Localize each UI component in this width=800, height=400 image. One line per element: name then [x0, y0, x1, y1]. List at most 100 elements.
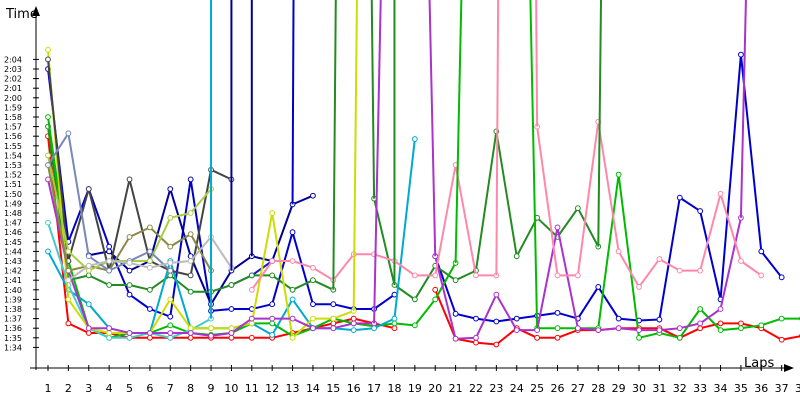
- data-point: [513, 253, 520, 260]
- series-line: [537, 173, 800, 339]
- data-point: [167, 243, 174, 250]
- x-tick-label: 3: [85, 382, 92, 395]
- data-point: [126, 330, 133, 336]
- y-tick-label: 1:41: [4, 276, 22, 285]
- data-point: [758, 322, 765, 329]
- data-point: [228, 325, 235, 332]
- data-point: [493, 341, 500, 348]
- x-axis-title: Laps: [744, 356, 774, 371]
- data-point: [187, 231, 194, 238]
- data-point: [473, 315, 479, 322]
- data-point: [187, 210, 194, 216]
- data-point: [65, 130, 72, 137]
- data-point: [187, 288, 194, 295]
- data-point: [697, 267, 704, 274]
- x-tick-label: 32: [673, 382, 687, 395]
- data-point: [534, 334, 541, 341]
- data-point: [534, 327, 541, 334]
- data-point: [147, 258, 153, 264]
- data-point: [554, 334, 561, 341]
- data-point: [391, 325, 398, 332]
- data-point: [676, 194, 683, 201]
- offscale-line: [597, 0, 603, 247]
- data-point: [167, 260, 174, 266]
- data-point: [85, 262, 92, 269]
- data-point: [248, 286, 255, 293]
- x-tick-label: 5: [126, 382, 133, 395]
- y-tick-label: 1:48: [4, 209, 22, 218]
- data-point: [554, 309, 561, 316]
- series-line: [434, 217, 742, 340]
- data-point: [615, 325, 622, 332]
- data-point: [65, 277, 72, 284]
- data-point: [269, 272, 276, 279]
- data-point: [45, 56, 51, 63]
- x-tick-label: 30: [632, 382, 646, 395]
- data-point: [269, 301, 276, 308]
- offscale-line: [739, 0, 747, 218]
- data-point: [697, 320, 704, 327]
- data-point: [65, 248, 72, 255]
- x-tick-label: 14: [306, 382, 320, 395]
- data-point: [269, 320, 276, 327]
- data-point: [411, 272, 418, 279]
- data-point: [167, 330, 174, 336]
- data-point: [615, 171, 622, 178]
- x-tick-label: 6: [146, 382, 153, 395]
- data-point: [473, 334, 479, 341]
- data-point: [126, 260, 133, 266]
- series-5: [45, 123, 602, 303]
- data-point: [554, 272, 561, 279]
- data-point: [167, 334, 174, 341]
- series-2: [45, 51, 785, 325]
- data-point: [85, 267, 92, 274]
- data-point: [167, 322, 174, 329]
- data-point: [656, 256, 663, 262]
- x-tick-label: 24: [510, 382, 524, 395]
- y-tick-label: 1:52: [4, 171, 22, 180]
- offscale-line: [428, 0, 437, 257]
- data-point: [717, 327, 724, 334]
- y-tick-label: 1:50: [4, 190, 22, 199]
- data-point: [391, 315, 398, 322]
- series-15: [45, 130, 174, 274]
- data-point: [106, 325, 113, 332]
- x-tick-label: 4: [106, 382, 113, 395]
- data-point: [228, 334, 235, 341]
- y-tick-label: 1:47: [4, 219, 22, 228]
- axes: [30, 6, 794, 372]
- data-point: [126, 176, 133, 183]
- data-point: [452, 310, 459, 317]
- data-point: [85, 325, 92, 332]
- offscale-line: [529, 0, 539, 329]
- data-point: [574, 325, 581, 332]
- x-tick-label: 13: [286, 382, 300, 395]
- data-point: [147, 330, 153, 336]
- series-line: [373, 130, 600, 301]
- data-point: [656, 316, 663, 323]
- x-tick-label: 17: [367, 382, 381, 395]
- data-point: [330, 320, 337, 327]
- data-point: [289, 334, 296, 341]
- y-tick-label: 1:35: [4, 334, 22, 343]
- data-point: [636, 327, 642, 334]
- data-point: [310, 277, 316, 284]
- data-point: [738, 258, 744, 264]
- y-tick-label: 1:37: [4, 315, 22, 324]
- data-point: [411, 296, 418, 303]
- y-tick-label: 1:34: [4, 343, 22, 352]
- data-point: [411, 136, 418, 142]
- data-point: [65, 296, 72, 303]
- data-point: [248, 272, 255, 279]
- data-point: [310, 315, 316, 322]
- y-tick-label: 1:49: [4, 199, 22, 208]
- data-point: [350, 315, 357, 322]
- data-point: [208, 325, 214, 332]
- x-tick-label: 15: [326, 382, 340, 395]
- data-point: [595, 327, 602, 334]
- x-tick-label: 36: [754, 382, 768, 395]
- x-tick-label: 34: [714, 382, 728, 395]
- x-tick-label: 26: [551, 382, 565, 395]
- data-point: [310, 192, 316, 199]
- data-point: [554, 325, 561, 332]
